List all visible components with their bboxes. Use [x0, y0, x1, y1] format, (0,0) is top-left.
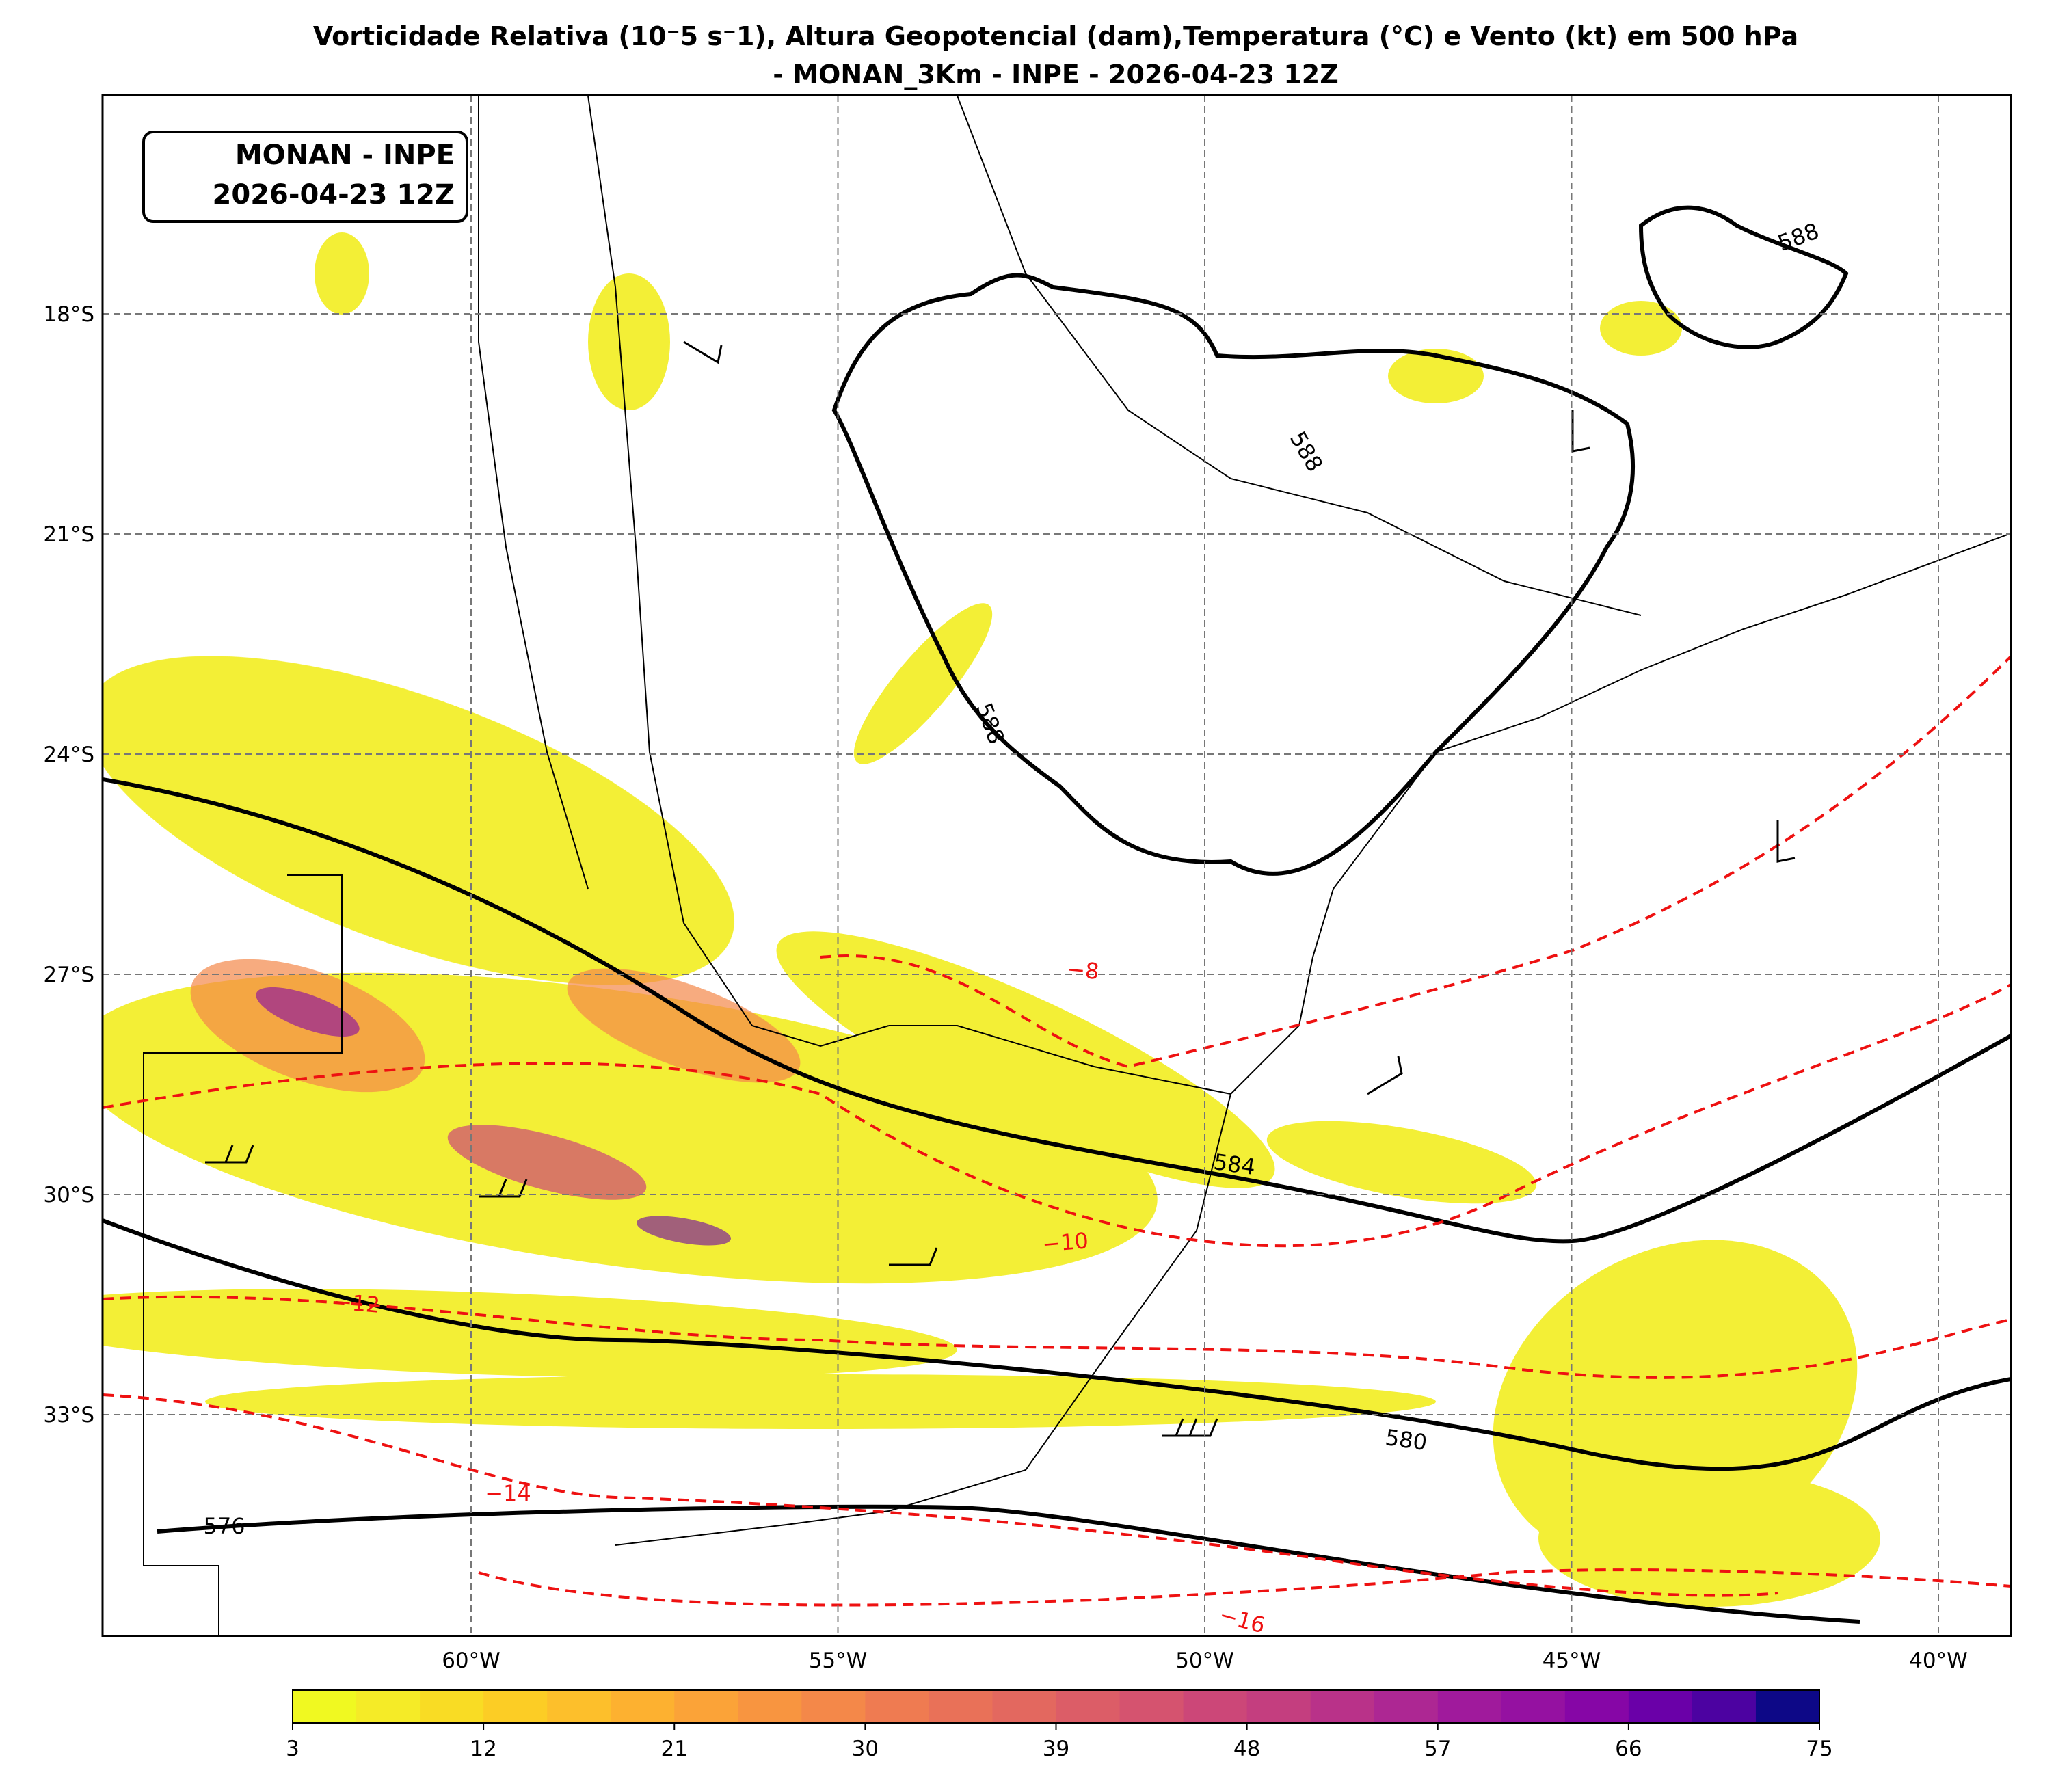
height-contour-label: 584	[1212, 1149, 1257, 1180]
lat-label: 21°S	[43, 522, 94, 547]
colorbar-tick-label: 48	[1233, 1737, 1260, 1761]
lat-label: 18°S	[43, 302, 94, 327]
temperature-contours	[103, 655, 2011, 1607]
title: Vorticidade Relativa (10⁻5 s⁻1), Altura …	[313, 21, 1798, 51]
vorticity-strong	[190, 959, 801, 1246]
colorbar-segment	[865, 1690, 929, 1723]
temperature-contour-label: −14	[485, 1480, 531, 1506]
lon-label: 45°W	[1543, 1648, 1601, 1673]
info-box	[142, 131, 468, 223]
colorbar-segment	[1755, 1690, 1820, 1723]
colorbar-segment	[611, 1690, 675, 1723]
colorbar-segment	[293, 1690, 357, 1723]
colorbar-segment	[1310, 1690, 1375, 1723]
colorbar-tick-label: 21	[661, 1737, 688, 1761]
height-contours	[103, 205, 2011, 1624]
temperature-contour-label: −10	[1041, 1227, 1090, 1257]
colorbar-segment	[1501, 1690, 1566, 1723]
colorbar-segment	[674, 1690, 738, 1723]
info-box-line: MONAN - INPE	[235, 139, 455, 171]
graticule	[103, 95, 2011, 1636]
colorbar-tick-label: 3	[286, 1737, 299, 1761]
map-frame	[101, 94, 2012, 1637]
colorbar-tick-label: 12	[470, 1737, 496, 1761]
wind-barbs	[205, 340, 1796, 1437]
lat-label: 33°S	[43, 1403, 94, 1428]
axis-labels: 18°S 21°S 24°S 27°S 30°S 33°S 60°W 55°W 50°W 45°W…	[43, 302, 1967, 1673]
colorbar-segment	[1437, 1690, 1502, 1723]
lat-label: 24°S	[43, 743, 94, 767]
colorbar-segment	[1374, 1690, 1439, 1723]
lon-label: 40°W	[1909, 1648, 1968, 1673]
temperature-contour-label: −12	[333, 1288, 382, 1318]
lon-label: 50°W	[1175, 1648, 1234, 1673]
colorbar-segment	[1628, 1690, 1693, 1723]
colorbar-segment	[801, 1690, 866, 1723]
colorbar-tick-label: 30	[852, 1737, 879, 1761]
colorbar-segment	[1119, 1690, 1184, 1723]
colorbar-tick-label: 66	[1615, 1737, 1642, 1761]
subtitle: - MONAN_3Km - INPE - 2026-04-23 12Z	[773, 59, 1339, 90]
colorbar-tick-label: 39	[1043, 1737, 1069, 1761]
colorbar-segment	[1692, 1690, 1757, 1723]
colorbar-segment	[420, 1690, 484, 1723]
colorbar-tick-label: 57	[1424, 1737, 1451, 1761]
colorbar-segment	[929, 1690, 993, 1723]
lat-label: 27°S	[43, 963, 94, 987]
height-contour-label: 576	[203, 1513, 245, 1539]
colorbar-segment	[547, 1690, 611, 1723]
colorbar-segment	[356, 1690, 421, 1723]
colorbar-segment	[738, 1690, 802, 1723]
temperature-contour-label: −8	[1066, 956, 1100, 985]
lon-label: 60°W	[442, 1648, 500, 1673]
colorbar-segment	[1564, 1690, 1629, 1723]
colorbar-segment	[483, 1690, 548, 1723]
lat-label: 30°S	[43, 1183, 94, 1207]
colorbar-segment	[1246, 1690, 1311, 1723]
colorbar-segment	[1183, 1690, 1248, 1723]
colorbar: 3 12 21 30 39 48 57 66 75	[286, 1689, 1833, 1761]
info-box-line: 2026-04-23 12Z	[213, 179, 455, 211]
height-contour-label: 580	[1384, 1424, 1429, 1456]
colorbar-tick-label: 75	[1806, 1737, 1832, 1761]
borders	[143, 95, 2011, 1636]
lon-label: 55°W	[809, 1648, 868, 1673]
colorbar-segment	[1056, 1690, 1121, 1723]
colorbar-segment	[992, 1690, 1056, 1723]
